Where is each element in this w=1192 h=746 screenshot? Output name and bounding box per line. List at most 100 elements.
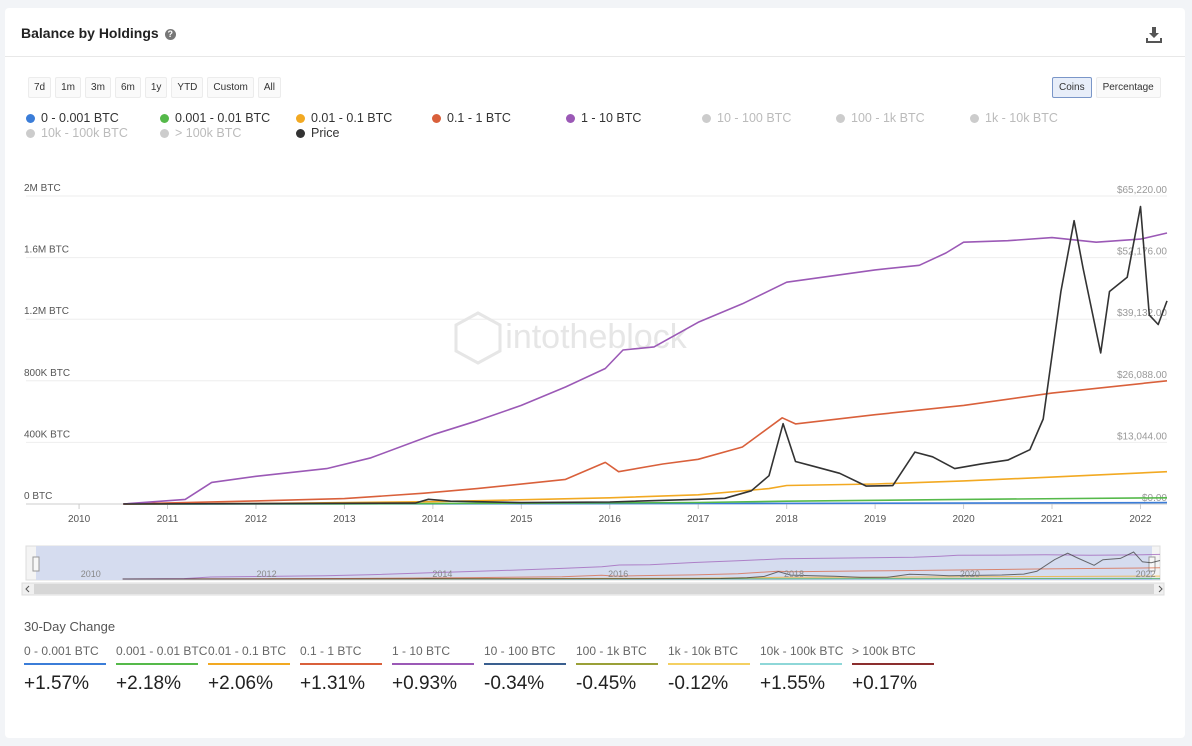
change-color-bar	[392, 663, 474, 665]
legend-dot	[26, 129, 35, 138]
change-label: 1k - 10k BTC	[668, 644, 739, 658]
range-button-ytd[interactable]: YTD	[171, 77, 204, 98]
change-item-4: 1 - 10 BTC +0.93%	[392, 644, 474, 695]
x-tick-12: 2022	[1129, 514, 1152, 525]
y-right-tick-2: $26,088.00	[1117, 370, 1167, 381]
change-value: -0.45%	[576, 673, 637, 694]
change-color-bar	[668, 663, 750, 665]
navigator-left-handle[interactable]	[32, 556, 40, 572]
range-button-7d[interactable]: 7d	[28, 77, 52, 98]
range-button-6m[interactable]: 6m	[114, 77, 141, 98]
change-value: +1.55%	[760, 673, 825, 694]
range-button-3m[interactable]: 3m	[85, 77, 111, 98]
mode-button-percentage[interactable]: Percentage	[1095, 77, 1161, 98]
range-button-1m[interactable]: 1m	[55, 77, 82, 98]
chart-title: Balance by Holdings?	[21, 25, 176, 41]
legend-item-5[interactable]: 10 - 100 BTC	[702, 111, 791, 125]
change-label: 1 - 10 BTC	[392, 644, 451, 658]
change-value: -0.12%	[668, 673, 729, 694]
x-tick-10: 2020	[952, 514, 975, 525]
question-circle-icon[interactable]: ?	[164, 29, 176, 40]
y-left-tick-5: 2M BTC	[24, 183, 61, 194]
change-item-9: > 100k BTC +0.17%	[852, 644, 934, 695]
watermark: intotheblock	[505, 318, 687, 356]
watermark-logo-icon	[454, 311, 502, 365]
legend-item-8[interactable]: 10k - 100k BTC	[26, 126, 128, 140]
scroll-right-arrow-icon[interactable]	[1158, 585, 1163, 593]
x-tick-4: 2014	[422, 514, 445, 525]
legend-dot	[970, 114, 979, 123]
legend-label: > 100k BTC	[175, 126, 242, 140]
legend-item-7[interactable]: 1k - 10k BTC	[970, 111, 1058, 125]
mode-button-coins[interactable]: Coins	[1052, 77, 1092, 98]
change-value: -0.34%	[484, 673, 545, 694]
change-color-bar	[24, 663, 106, 665]
y-left-tick-0: 0 BTC	[24, 491, 52, 502]
navigator-tick-12: 2022	[1136, 569, 1156, 579]
change-value: +0.17%	[852, 673, 917, 694]
legend-dot	[160, 114, 169, 123]
change-label: 0.1 - 1 BTC	[300, 644, 362, 658]
navigator-right-handle[interactable]	[1148, 556, 1156, 572]
change-color-bar	[576, 663, 658, 665]
change-item-0: 0 - 0.001 BTC +1.57%	[24, 644, 106, 695]
change-color-bar	[760, 663, 842, 665]
y-left-tick-1: 400K BTC	[24, 429, 70, 440]
series-line-2	[123, 470, 1168, 505]
mode-selector: Coins Percentage	[1052, 77, 1161, 98]
download-icon[interactable]	[1146, 26, 1162, 44]
x-tick-5: 2015	[510, 514, 533, 525]
navigator-tick-4: 2014	[432, 569, 452, 579]
navigator-selection[interactable]	[36, 546, 1152, 580]
scrollbar-thumb[interactable]	[34, 584, 1154, 594]
y-left-tick-3: 1.2M BTC	[24, 306, 69, 317]
change-item-8: 10k - 100k BTC +1.55%	[760, 644, 843, 695]
legend-item-3[interactable]: 0.1 - 1 BTC	[432, 111, 511, 125]
change-label: 0.01 - 0.1 BTC	[208, 644, 287, 658]
legend-item-9[interactable]: > 100k BTC	[160, 126, 241, 140]
range-button-1y[interactable]: 1y	[144, 77, 168, 98]
navigator-tick-6: 2016	[608, 569, 628, 579]
range-button-all[interactable]: All	[257, 77, 281, 98]
legend-item-2[interactable]: 0.01 - 0.1 BTC	[296, 111, 392, 125]
scroll-left-arrow-icon[interactable]	[25, 585, 30, 593]
change-color-bar	[300, 663, 382, 665]
change-item-7: 1k - 10k BTC -0.12%	[668, 644, 750, 695]
legend-item-6[interactable]: 100 - 1k BTC	[836, 111, 925, 125]
y-right-tick-4: $52,176.00	[1117, 247, 1167, 258]
legend-item-0[interactable]: 0 - 0.001 BTC	[26, 111, 119, 125]
navigator-tick-8: 2018	[784, 569, 804, 579]
x-tick-9: 2019	[864, 514, 887, 525]
legend-label: Price	[311, 126, 340, 140]
thirty-day-title: 30-Day Change	[24, 619, 116, 634]
change-value: +2.18%	[116, 673, 181, 694]
legend-item-10[interactable]: Price	[296, 126, 339, 140]
change-item-3: 0.1 - 1 BTC +1.31%	[300, 644, 382, 695]
navigator-tick-10: 2020	[960, 569, 980, 579]
legend-dot	[26, 114, 35, 123]
range-selector: 7d 1m 3m 6m 1y YTD Custom All	[28, 77, 281, 98]
x-tick-1: 2011	[157, 514, 179, 525]
legend-dot	[296, 114, 305, 123]
legend-dot	[836, 114, 845, 123]
y-right-tick-1: $13,044.00	[1117, 431, 1167, 442]
change-color-bar	[484, 663, 566, 665]
thirty-day-changes: 0 - 0.001 BTC +1.57% 0.001 - 0.01 BTC +2.18…	[24, 644, 934, 695]
change-color-bar	[208, 663, 290, 665]
range-button-custom[interactable]: Custom	[207, 77, 254, 98]
legend-item-4[interactable]: 1 - 10 BTC	[566, 111, 641, 125]
change-value: +1.31%	[300, 673, 365, 694]
change-label: 0.001 - 0.01 BTC	[116, 644, 208, 658]
navigator-series-4	[122, 553, 1161, 580]
legend-label: 0.001 - 0.01 BTC	[175, 111, 271, 125]
change-value: +1.57%	[24, 673, 89, 694]
y-right-tick-3: $39,132.00	[1117, 308, 1167, 319]
change-item-5: 10 - 100 BTC -0.34%	[484, 644, 566, 695]
navigator-tick-2: 2012	[257, 569, 277, 579]
change-label: 100 - 1k BTC	[576, 644, 647, 658]
legend-label: 10 - 100 BTC	[717, 111, 792, 125]
legend-dot	[702, 114, 711, 123]
change-item-6: 100 - 1k BTC -0.45%	[576, 644, 658, 695]
x-tick-0: 2010	[68, 514, 91, 525]
legend-item-1[interactable]: 0.001 - 0.01 BTC	[160, 111, 270, 125]
